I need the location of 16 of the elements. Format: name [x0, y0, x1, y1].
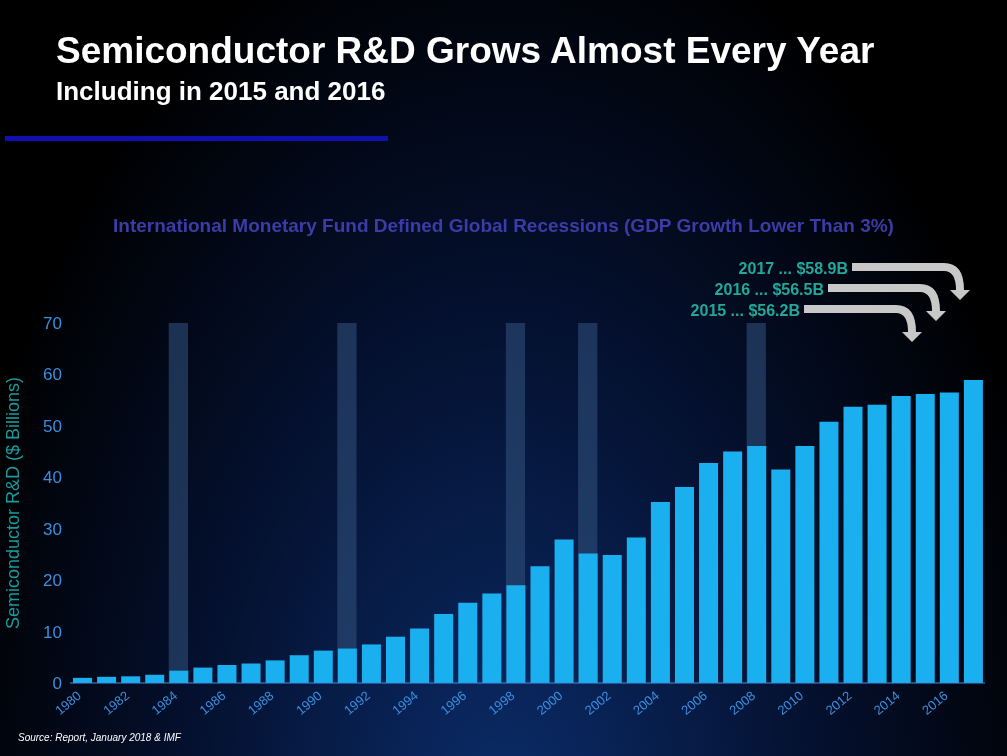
chart-title: Semiconductor R&D Grows Almost Every Year — [56, 30, 875, 72]
text: 2015 ... $56.2B — [690, 302, 800, 319]
y-tick-label: 50 — [43, 416, 62, 436]
y-tick-label: 20 — [43, 571, 62, 591]
y-tick-label: 60 — [43, 365, 62, 385]
text: 2016 ... $56.5B — [714, 281, 824, 298]
y-tick-label: 70 — [43, 314, 62, 334]
text: International Monetary Fund Defined Global Recessions (GDP Growth Lower Than 3%) — [112, 215, 895, 237]
text: 2017 ... $58.9B — [738, 260, 848, 277]
y-tick-label: 30 — [43, 519, 62, 539]
source-note: Source: Report, January 2018 & IMF — [18, 732, 181, 743]
chart-subtitle: Including in 2015 and 2016 — [56, 76, 386, 107]
y-axis-title: Semiconductor R&D ($ Billions) — [3, 376, 24, 630]
y-tick-label: 10 — [43, 622, 62, 642]
y-tick-label: 0 — [52, 674, 62, 694]
y-tick-label: 40 — [43, 468, 62, 488]
